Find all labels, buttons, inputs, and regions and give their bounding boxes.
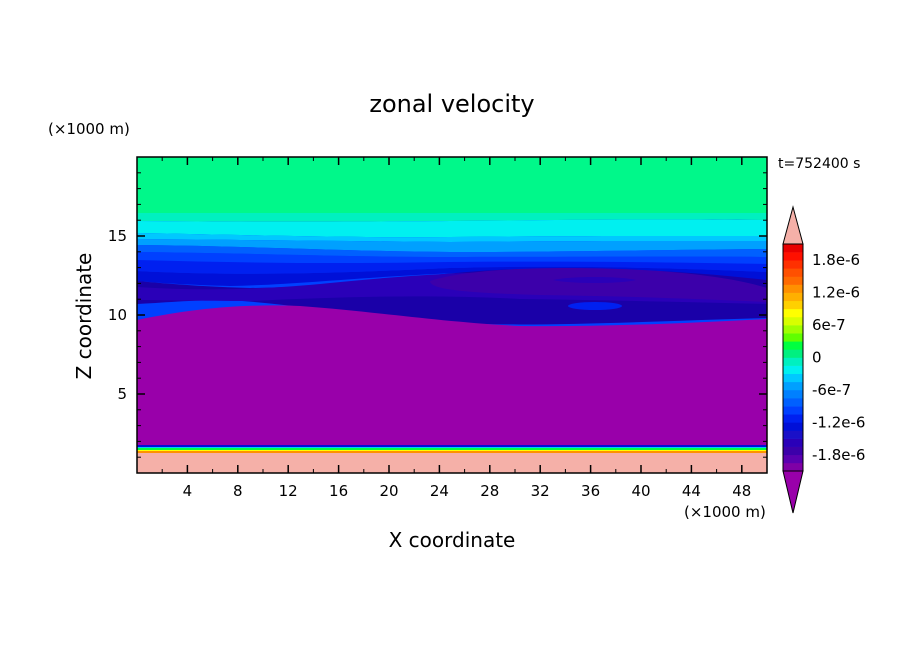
colorbar-segment [783,349,803,358]
colorbar-frame [782,243,804,472]
x-tick-label: 32 [531,482,550,500]
x-axis-label: X coordinate [389,528,516,552]
colorbar-segment [783,308,803,318]
x-tick-label: 28 [480,482,499,500]
colorbar-segment [783,389,803,399]
contour-band [137,233,767,242]
z-tick-label: 10 [108,306,127,324]
time-label: t=752400 s [778,156,860,172]
x-tick-label: 4 [183,482,193,500]
colorbar-segment [783,300,803,310]
field-bottom-layer [137,453,767,473]
x-axis-ticks: 4 8 12 16 20 24 28 32 36 40 44 48 [161,157,751,500]
colorbar-segment [783,365,803,375]
colorbar-over-triangle [782,205,804,245]
x-tick-label: 8 [233,482,243,500]
colorbar: 1.8e-6 1.2e-6 6e-7 0 -6e-7 -1.2e-6 -1.8e-6 [782,205,865,514]
colorbar-segment [783,268,803,277]
colorbar-segment [783,357,803,366]
contour-band [137,245,767,257]
contour-band [137,447,767,448]
x-tick-label: 44 [682,482,701,500]
colorbar-segment [783,462,803,472]
colorbar-segment [783,422,803,431]
colorbar-segment [783,284,803,293]
colorbar-segment [783,333,803,342]
field-top-layer [137,157,767,213]
colorbar-tick-label: -6e-7 [812,381,851,399]
colorbar-segment [783,414,803,423]
y-axis-label: Z coordinate [72,253,96,380]
colorbar-tick-label: 1.2e-6 [812,284,860,302]
x-tick-label: 12 [279,482,298,500]
z-unit-label: (×1000 m) [48,120,130,138]
contour-band [137,451,767,453]
colorbar-segment [783,438,803,447]
colorbar-segment [783,406,803,415]
contour-band [137,450,767,451]
colorbar-segment [783,276,803,285]
contour-field [137,157,767,473]
colorbar-tick-label: 1.8e-6 [812,251,860,269]
colorbar-segment [783,373,803,383]
x-tick-label: 24 [430,482,449,500]
y-axis-ticks: 5 10 15 [108,172,767,458]
contour-band [137,445,767,447]
colorbar-segment [783,325,803,334]
x-unit-label: (×1000 m) [684,503,766,521]
colorbar-tick-label: -1.2e-6 [812,413,865,431]
colorbar-segment [783,454,803,464]
x-tick-label: 36 [581,482,600,500]
colorbar-tick-label: 6e-7 [812,316,846,334]
x-tick-label: 48 [732,482,751,500]
z-tick-label: 15 [108,227,127,245]
contour-band [137,239,767,252]
colorbar-segment [783,430,803,439]
contour-band [430,268,767,302]
colorbar-tick-label: 0 [812,349,822,367]
colorbar-segment [783,252,803,261]
x-tick-label: 16 [329,482,348,500]
field-lower-interior [137,305,767,446]
colorbar-segment [783,446,803,456]
contour-band [137,213,767,222]
contour-band [137,260,767,274]
colorbar-segment [783,341,803,350]
x-tick-label: 20 [379,482,398,500]
colorbar-segment [783,316,803,326]
contour-band [568,302,622,310]
colorbar-under-triangle [782,470,804,514]
colorbar-segment [783,381,803,391]
contour-band [137,219,767,238]
x-tick-label: 40 [631,482,650,500]
z-tick-label: 5 [117,385,127,403]
contour-band [553,277,636,283]
colorbar-segment [783,260,803,269]
colorbar-segment [783,398,803,407]
field-shear-layer [137,448,767,450]
colorbar-tick-label: -1.8e-6 [812,446,865,464]
chart-title: zonal velocity [369,90,534,118]
contour-band [137,252,767,264]
colorbar-segment [783,292,803,302]
colorbar-segment [783,244,803,253]
